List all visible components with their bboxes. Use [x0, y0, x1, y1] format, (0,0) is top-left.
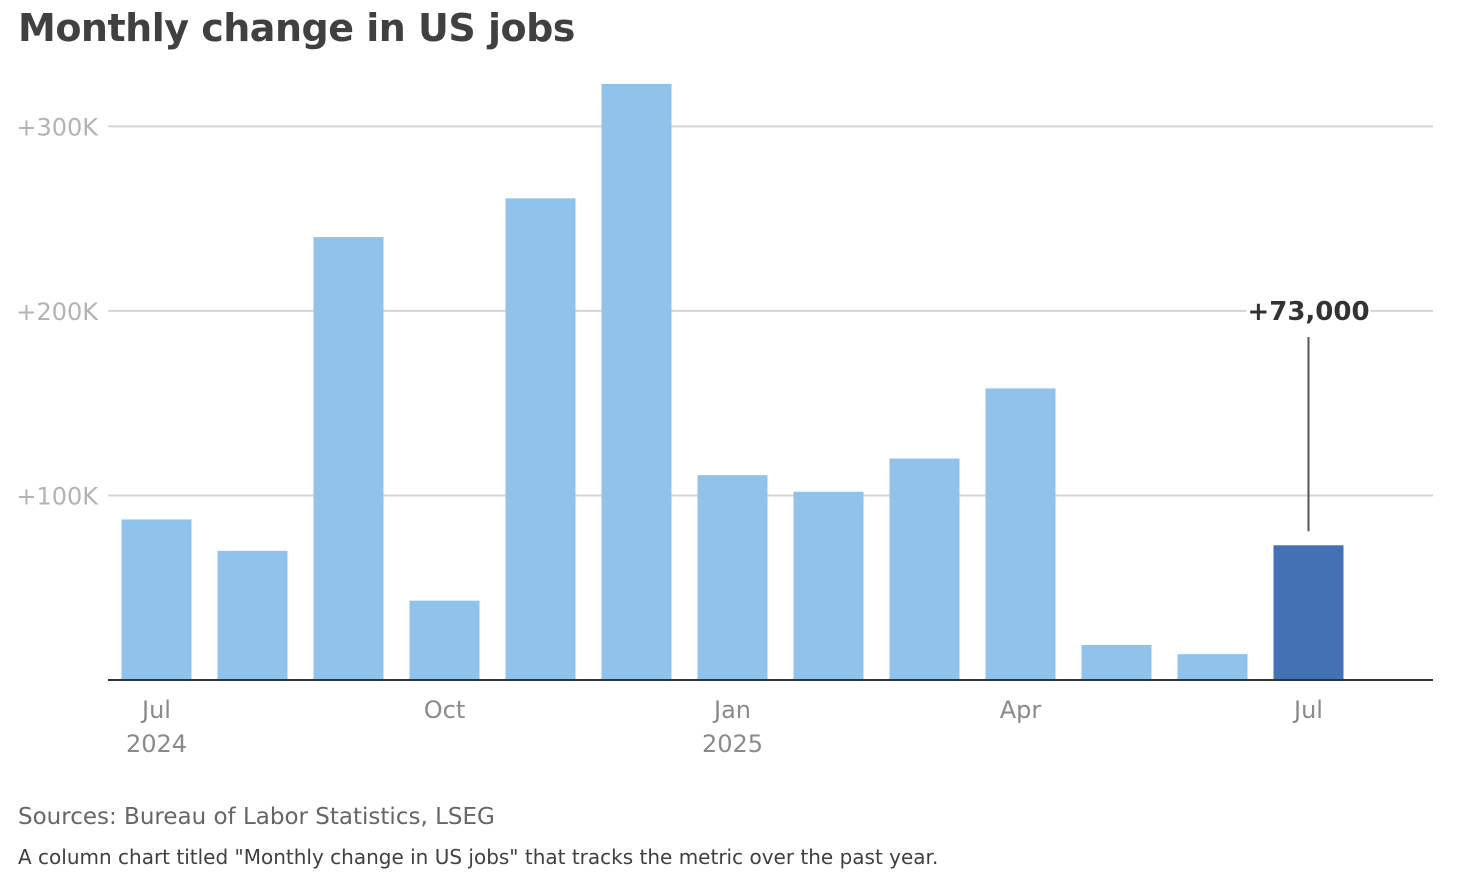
- bar: [985, 388, 1056, 680]
- bar: [313, 237, 384, 680]
- x-tick-year-label: 2024: [126, 730, 187, 758]
- bars: [121, 83, 1344, 680]
- grid-lines: [108, 125, 1433, 497]
- bar: [1177, 654, 1248, 680]
- bar: [217, 550, 288, 680]
- bar: [121, 519, 192, 680]
- axes: +100K +200K +300K Jul 2024 Oct Jan 2025 Apr Jul: [16, 113, 1433, 758]
- bar: [505, 198, 576, 680]
- x-tick-year-label: 2025: [702, 730, 763, 758]
- bar: [409, 600, 480, 680]
- x-tick-label: Apr: [1000, 696, 1042, 724]
- bar: [1273, 545, 1344, 680]
- chart-caption: A column chart titled "Monthly change in…: [18, 845, 939, 869]
- bar: [889, 458, 960, 680]
- chart-title: Monthly change in US jobs: [18, 6, 575, 50]
- y-tick-label: +200K: [16, 298, 99, 326]
- annotation-label-bg: [1246, 292, 1371, 328]
- y-tick-label: +300K: [16, 113, 99, 141]
- annotations: +73,000: [1246, 292, 1371, 532]
- x-tick-label: Jul: [1292, 696, 1323, 724]
- bar: [697, 475, 768, 680]
- y-tick-label: +100K: [16, 482, 99, 510]
- bar: [793, 491, 864, 680]
- bar: [1081, 644, 1152, 680]
- x-tick-label: Oct: [424, 696, 466, 724]
- x-tick-label: Jul: [140, 696, 171, 724]
- source-note: Sources: Bureau of Labor Statistics, LSE…: [18, 804, 495, 830]
- bar: [601, 83, 672, 680]
- x-tick-label: Jan: [712, 696, 751, 724]
- annotation-label: +73,000: [1247, 297, 1369, 327]
